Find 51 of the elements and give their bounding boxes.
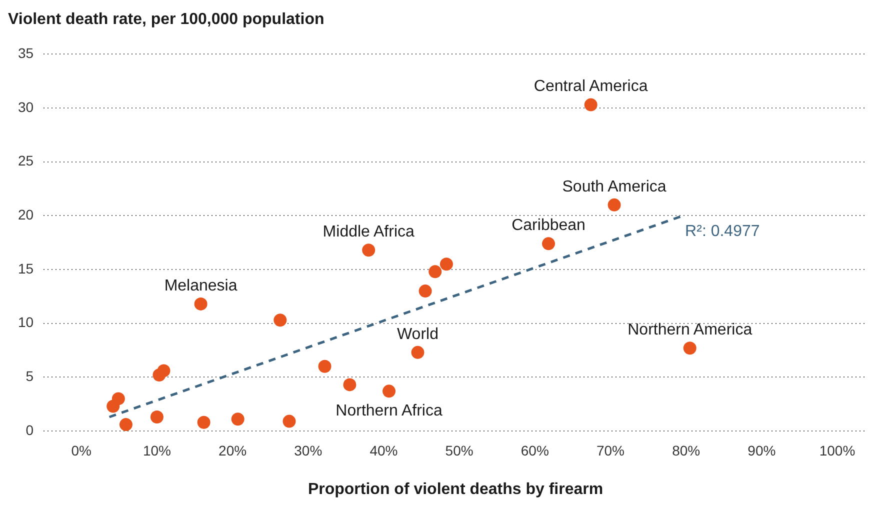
point [231,412,244,426]
x-tick-label: 70% [596,442,625,458]
annotation: Caribbean [512,217,586,234]
x-axis-title: Proportion of violent deaths by firearm [308,480,604,498]
x-tick-label: 40% [370,442,398,458]
point [197,416,210,429]
annotation: South America [562,178,666,196]
y-tick-label: 20 [18,206,34,223]
annotation: World [396,326,438,343]
point [382,384,396,398]
x-tick-label: 80% [672,442,700,458]
x-tick-label: 90% [748,442,776,458]
point [274,314,287,327]
x-tick-label: 100% [819,442,856,458]
y-tick-label: 35 [18,45,34,62]
y-tick-label: 5 [26,368,34,384]
point [318,360,332,373]
annotation: R²: 0.4977 [685,223,760,240]
point [157,364,170,378]
y-tick-label: 25 [18,152,34,169]
point [194,297,208,310]
point [608,198,621,212]
x-tick-label: 60% [520,442,549,458]
x-tick-label: 30% [294,442,322,458]
point [112,392,125,406]
y-tick-label: 15 [18,260,34,276]
annotation: Melanesia [164,277,238,294]
point [584,98,598,112]
point [150,410,164,424]
annotation: Middle Africa [322,224,415,241]
y-tick-label: 0 [26,422,34,438]
point [411,346,424,359]
point [343,378,356,392]
x-tick-label: 50% [445,442,474,458]
point [542,237,556,250]
x-tick-label: 10% [142,442,171,458]
point [362,244,376,257]
y-tick-label: 30 [18,98,34,115]
point [683,342,696,355]
y-tick-label: 10 [18,314,34,330]
point [119,418,132,431]
annotation: Northern Africa [336,402,442,420]
point [418,284,432,298]
point [440,258,453,271]
annotation: Northern America [628,322,752,339]
point [428,265,442,278]
point [282,414,296,428]
annotation: Central America [534,78,648,96]
y-axis-title: Violent death rate, per 100,000 population [8,11,324,28]
x-tick-label: 0% [71,442,92,458]
x-tick-label: 20% [218,442,247,458]
